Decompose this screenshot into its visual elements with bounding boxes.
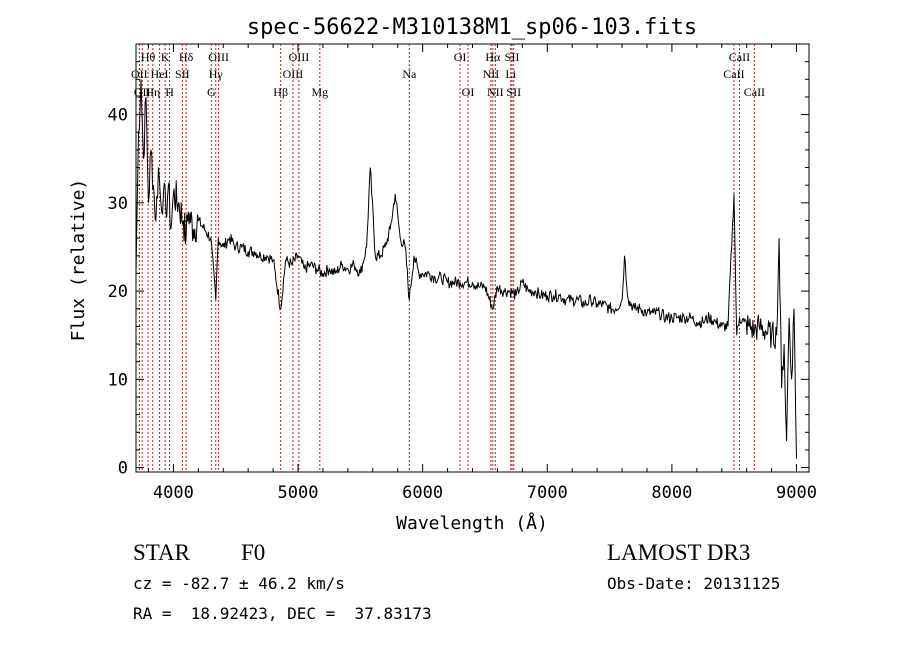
y-axis-label: Flux (relative) <box>68 179 89 342</box>
x-tick-label-4: 8000 <box>651 483 692 503</box>
y-tick-label-2: 20 <box>108 282 128 302</box>
axis-ticks <box>136 44 809 472</box>
line-label-23: SII <box>505 50 520 64</box>
line-label-6: H <box>165 85 174 99</box>
x-tick-label-3: 7000 <box>527 483 568 503</box>
line-label-5: K <box>161 50 170 64</box>
line-label-16: Na <box>402 67 417 81</box>
line-label-11: OIII <box>208 50 229 64</box>
line-label-2: Hθ <box>141 50 156 64</box>
line-label-8: Hδ <box>179 50 194 64</box>
line-label-18: OI <box>462 85 475 99</box>
axis-tick-labels: 4000 5000 6000 7000 8000 9000 0 10 20 30 40 <box>108 106 817 503</box>
x-tick-label-1: 5000 <box>278 483 319 503</box>
line-label-20: Hα <box>485 50 501 64</box>
y-tick-label-0: 0 <box>118 459 128 479</box>
y-tick-label-4: 40 <box>108 106 128 126</box>
redshift-velocity: cz = -82.7 ± 46.2 km/s <box>133 574 345 593</box>
x-tick-label-2: 6000 <box>402 483 443 503</box>
line-label-27: CaII <box>744 85 765 99</box>
line-label-22: Li <box>505 67 516 81</box>
object-subclass: F0 <box>241 540 266 565</box>
line-label-4: HeI <box>151 67 169 81</box>
line-label-0: OII <box>131 67 148 81</box>
y-tick-label-3: 30 <box>108 194 128 214</box>
line-label-15: Mg <box>311 85 328 99</box>
line-label-13: OIII <box>283 67 304 81</box>
line-label-10: Hγ <box>209 67 224 81</box>
line-label-3: Hη <box>145 85 160 99</box>
line-label-12: Hβ <box>273 85 288 99</box>
plot-frame <box>135 43 810 473</box>
object-class: STAR <box>133 540 190 565</box>
line-label-7: SII <box>175 67 190 81</box>
coordinates: RA = 18.92423, DEC = 37.83173 <box>133 604 432 623</box>
line-label-21: NII <box>487 85 504 99</box>
line-label-9: G <box>207 85 216 99</box>
line-label-24: SII <box>506 85 521 99</box>
survey-name: LAMOST DR3 <box>607 540 751 565</box>
chart-title: spec-56622-M310138M1_sp06-103.fits <box>247 15 697 40</box>
spectral-line-labels: OIIOIIHθHηHeIKHSIIHδGHγOIIIHβOIIIOIIIMgN… <box>131 50 765 99</box>
observation-date: Obs-Date: 20131125 <box>607 574 781 593</box>
spectrum-series-line <box>135 79 797 459</box>
line-label-19: NII <box>483 67 500 81</box>
line-label-25: CaII <box>723 67 744 81</box>
line-label-26: CaII <box>729 50 750 64</box>
y-tick-label-1: 10 <box>108 370 128 390</box>
line-label-1: OII <box>134 85 151 99</box>
x-axis-label: Wavelength (Å) <box>396 512 548 534</box>
line-label-17: OI <box>454 50 467 64</box>
x-tick-label-5: 9000 <box>776 483 817 503</box>
x-tick-label-0: 4000 <box>153 483 194 503</box>
line-label-14: OIII <box>289 50 310 64</box>
spectral-line-markers <box>138 44 755 472</box>
